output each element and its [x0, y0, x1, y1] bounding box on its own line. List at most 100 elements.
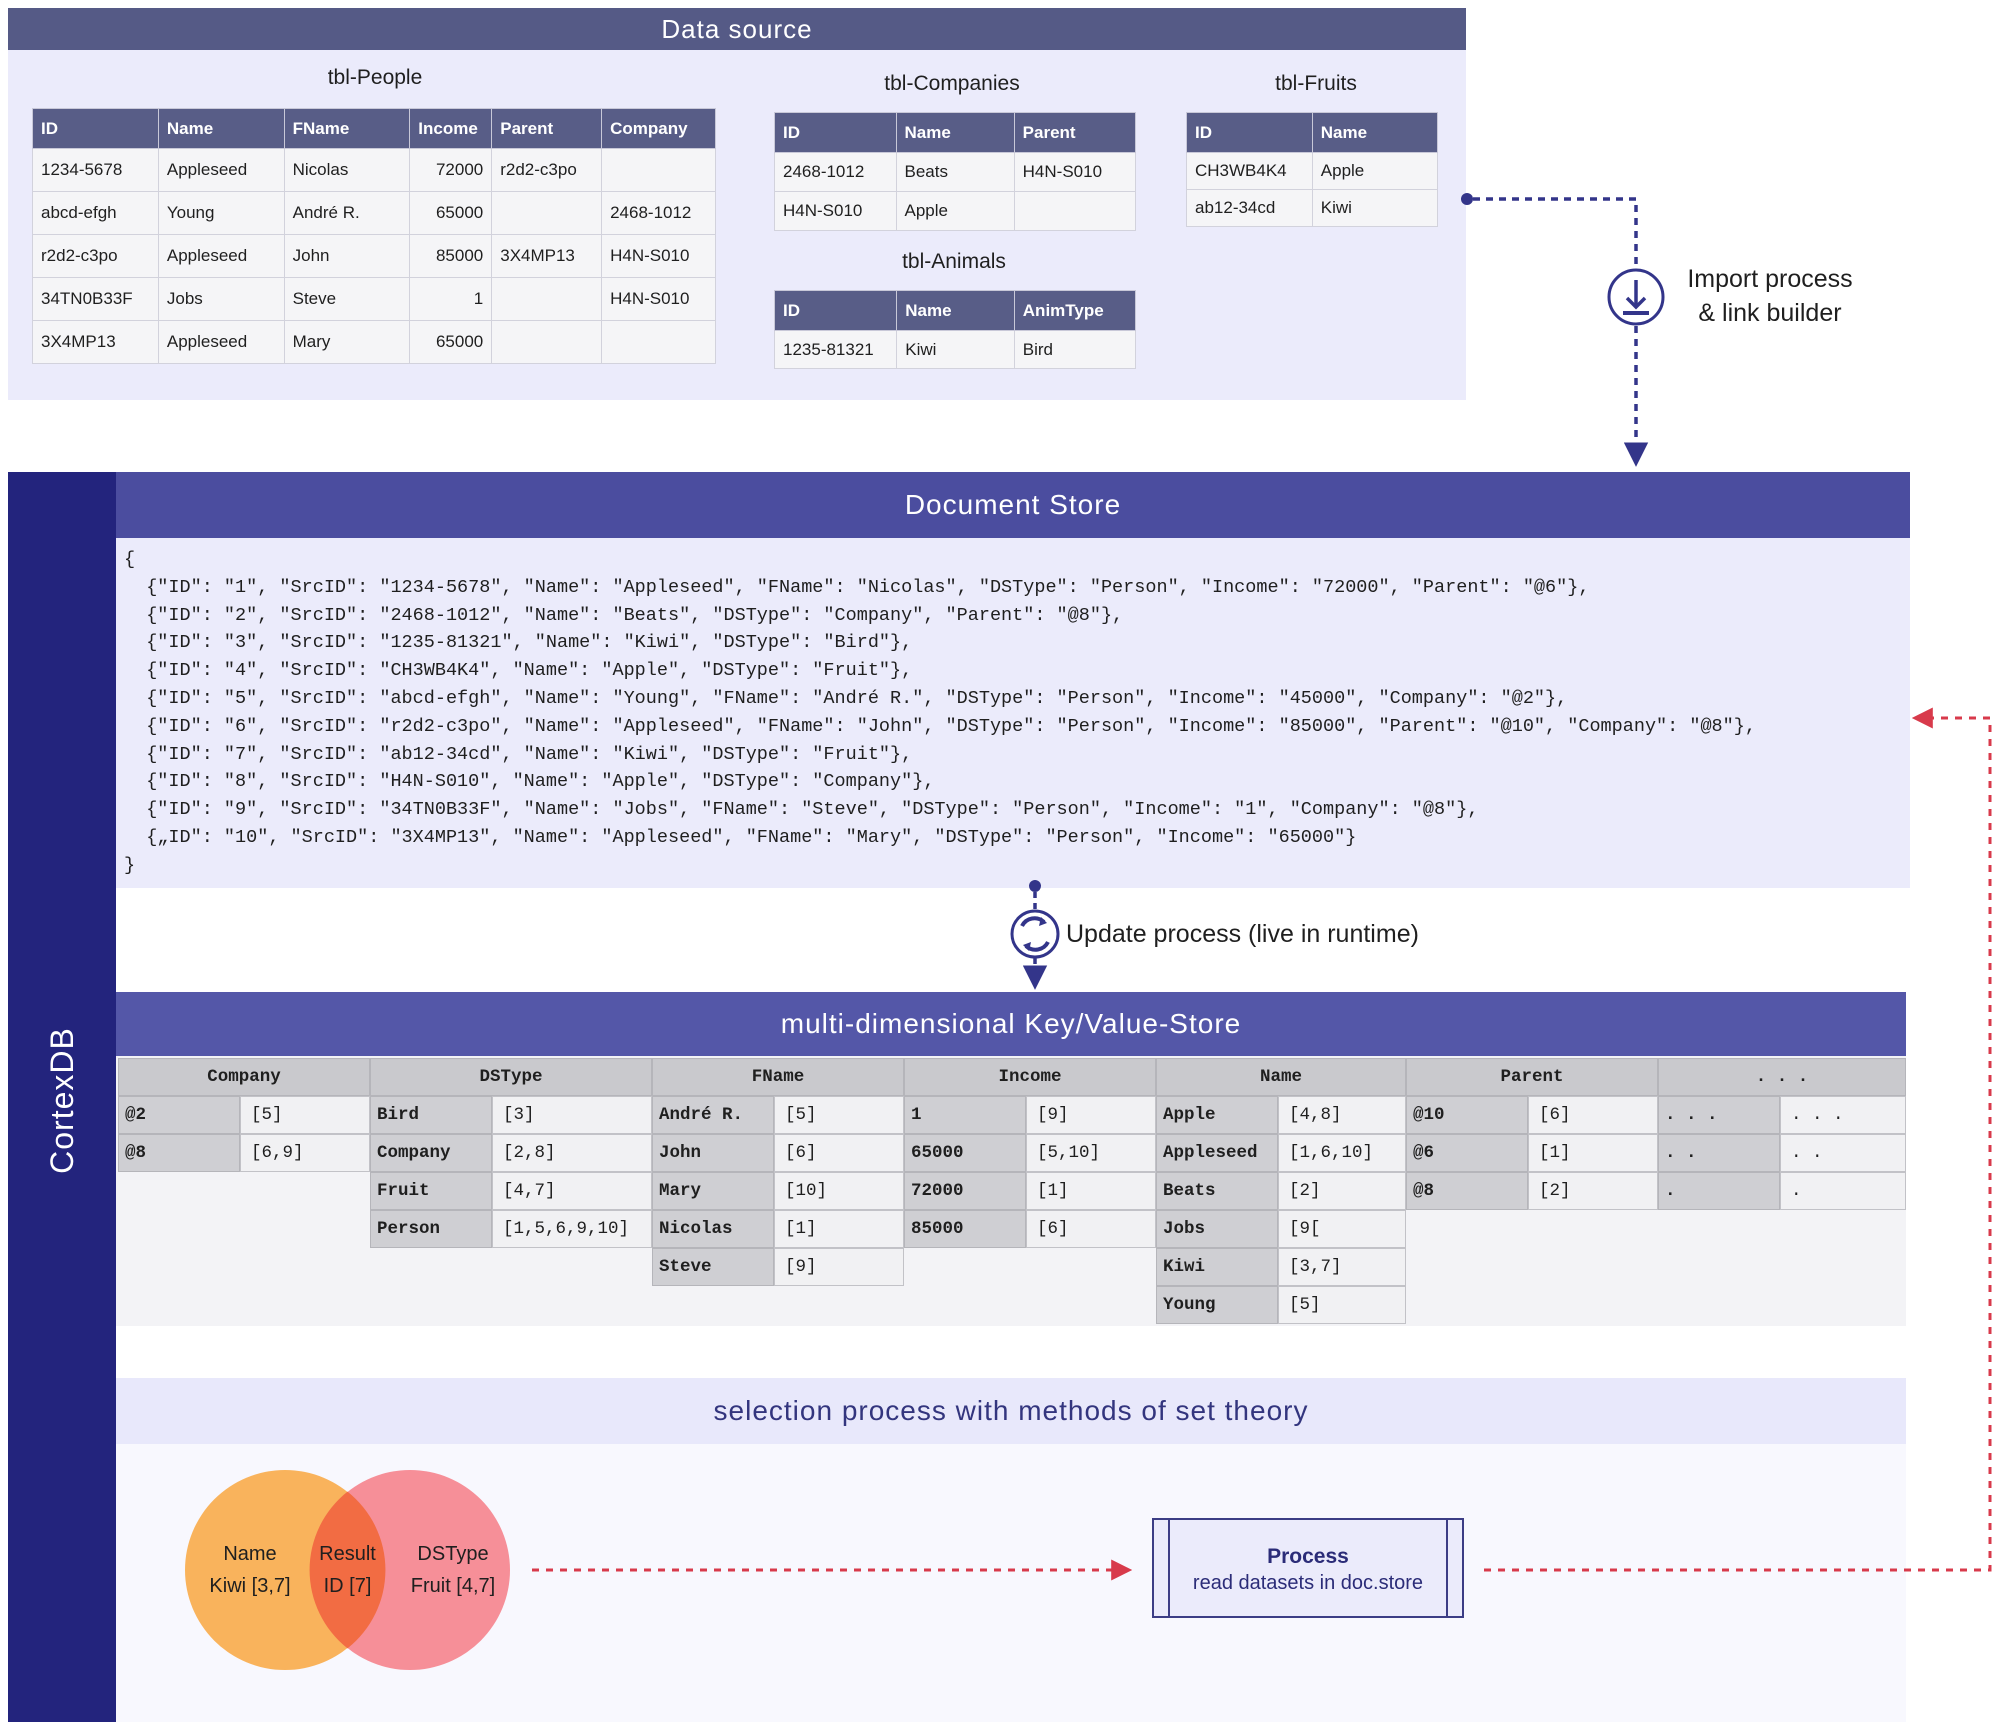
process-title: Process [1267, 1545, 1349, 1568]
tbl-fruits-title: tbl-Fruits [1275, 72, 1357, 95]
column-header: Name [896, 290, 1015, 331]
kv-group-parent: Parent @10 [6] @6 [1] @8 [2] [1406, 1058, 1658, 1210]
kv-key: . . . [1658, 1096, 1780, 1134]
kv-value: . . . [1780, 1096, 1906, 1134]
kv-group-header: Company [118, 1058, 370, 1096]
kv-value: . [1780, 1172, 1906, 1210]
kv-value: [4,8] [1278, 1096, 1406, 1134]
kv-key: Bird [370, 1096, 492, 1134]
table-cell: 2468-1012 [601, 191, 716, 235]
table-cell: 1235-81321 [773, 330, 898, 369]
kv-row: Person [1,5,6,9,10] [370, 1210, 652, 1248]
kv-row: Kiwi [3,7] [1156, 1248, 1406, 1286]
json-line: {"ID": "1", "SrcID": "1234-5678", "Name"… [124, 576, 1590, 598]
json-line: {"ID": "3", "SrcID": "1235-81321", "Name… [124, 632, 913, 654]
kv-value: [2] [1278, 1172, 1406, 1210]
import-label-line1: Import process [1687, 265, 1853, 293]
kv-value: [1] [1528, 1134, 1658, 1172]
data-source-title: Data source [661, 13, 813, 44]
json-line: {"ID": "9", "SrcID": "34TN0B33F", "Name"… [124, 799, 1479, 821]
kv-key: 1 [904, 1096, 1026, 1134]
table-cell: Bird [1013, 330, 1137, 369]
import-process-label: Import process & link builder [1680, 262, 1860, 330]
table-cell: John [283, 234, 411, 278]
document-store-header: Document Store [116, 472, 1910, 538]
table-cell [1013, 191, 1137, 231]
kv-value: [5] [774, 1096, 904, 1134]
kv-value: [1,5,6,9,10] [492, 1210, 652, 1248]
column-header: ID [773, 290, 898, 331]
kv-row: @2 [5] [118, 1096, 370, 1134]
kv-group-header: DSType [370, 1058, 652, 1096]
kv-key: Kiwi [1156, 1248, 1278, 1286]
kv-group-company: Company @2 [5] @8 [6,9] [118, 1058, 370, 1172]
kv-row: John [6] [652, 1134, 904, 1172]
venn-middle-line1: Result [319, 1543, 376, 1565]
kv-row: Fruit [4,7] [370, 1172, 652, 1210]
kv-row: Mary [10] [652, 1172, 904, 1210]
kv-value: [10] [774, 1172, 904, 1210]
kv-row: .. [1658, 1172, 1906, 1210]
kv-value: [6,9] [240, 1134, 370, 1172]
tbl-animals-title: tbl-Animals [902, 250, 1006, 273]
table-cell [601, 148, 716, 192]
column-header: Company [601, 108, 716, 149]
kv-value: [4,7] [492, 1172, 652, 1210]
table-header-row: ID Name AnimType [773, 290, 1137, 331]
kv-value: [2] [1528, 1172, 1658, 1210]
table-cell: r2d2-c3po [32, 234, 159, 278]
column-header: Parent [1013, 112, 1137, 153]
table-cell: Kiwi [896, 330, 1015, 369]
kv-row: Steve [9] [652, 1248, 904, 1286]
table-cell: 3X4MP13 [491, 234, 603, 278]
column-header: Name [895, 112, 1015, 153]
table-cell: 85000 [409, 234, 493, 278]
venn-middle-label: Result ID [7] [295, 1538, 400, 1602]
json-line: {"ID": "5", "SrcID": "abcd-efgh", "Name"… [124, 687, 1568, 709]
table-cell [491, 320, 603, 364]
venn-left-label: Name Kiwi [3,7] [195, 1538, 305, 1602]
table-row: 1235-81321 Kiwi Bird [773, 330, 1137, 369]
tbl-fruits: ID Name CH3WB4K4 Apple ab12-34cd Kiwi [1186, 112, 1439, 227]
kv-group-income: Income 1 [9] 65000 [5,10] 72000 [1] 85000 [6] [904, 1058, 1156, 1248]
kv-row: Nicolas [1] [652, 1210, 904, 1248]
venn-intersection [309, 1491, 386, 1649]
kv-row: Bird [3] [370, 1096, 652, 1134]
table-cell: r2d2-c3po [491, 148, 603, 192]
selection-header: selection process with methods of set th… [116, 1378, 1906, 1444]
kv-value: [9] [774, 1248, 904, 1286]
json-line: {"ID": "2", "SrcID": "2468-1012", "Name"… [124, 604, 1124, 626]
table-cell: 65000 [409, 320, 493, 364]
venn-left-line1: Name [223, 1543, 277, 1565]
kv-value: [1] [1026, 1172, 1156, 1210]
kv-group-header: FName [652, 1058, 904, 1096]
kv-key: @2 [118, 1096, 240, 1134]
kv-value: [9[ [1278, 1210, 1406, 1248]
kv-value: [2,8] [492, 1134, 652, 1172]
table-cell: abcd-efgh [32, 191, 159, 235]
document-store-title: Document Store [904, 489, 1122, 520]
kv-value: [5,10] [1026, 1134, 1156, 1172]
kv-value: [9] [1026, 1096, 1156, 1134]
table-cell: H4N-S010 [774, 191, 897, 231]
json-line: } [124, 854, 136, 876]
update-connector [1022, 880, 1048, 990]
kv-key: Company [370, 1134, 492, 1172]
json-line: {"ID": "8", "SrcID": "H4N-S010", "Name":… [124, 771, 935, 793]
kv-value: [3] [492, 1096, 652, 1134]
table-cell: Appleseed [157, 320, 285, 364]
kv-row: Beats [2] [1156, 1172, 1406, 1210]
column-header: ID [1186, 112, 1313, 153]
kv-key: Mary [652, 1172, 774, 1210]
selection-title: selection process with methods of set th… [713, 1395, 1309, 1426]
table-cell: H4N-S010 [601, 234, 716, 278]
table-cell: H4N-S010 [1013, 152, 1137, 192]
document-store-json: { {"ID": "1", "SrcID": "1234-5678", "Nam… [124, 546, 1756, 880]
tbl-people-title: tbl-People [327, 66, 423, 89]
kv-key: Jobs [1156, 1210, 1278, 1248]
kv-key: . . [1658, 1134, 1780, 1172]
kv-key: @10 [1406, 1096, 1528, 1134]
json-line: {"ID": "4", "SrcID": "CH3WB4K4", "Name":… [124, 660, 913, 682]
kv-row: Jobs [9[ [1156, 1210, 1406, 1248]
document-store-body [116, 538, 1910, 888]
